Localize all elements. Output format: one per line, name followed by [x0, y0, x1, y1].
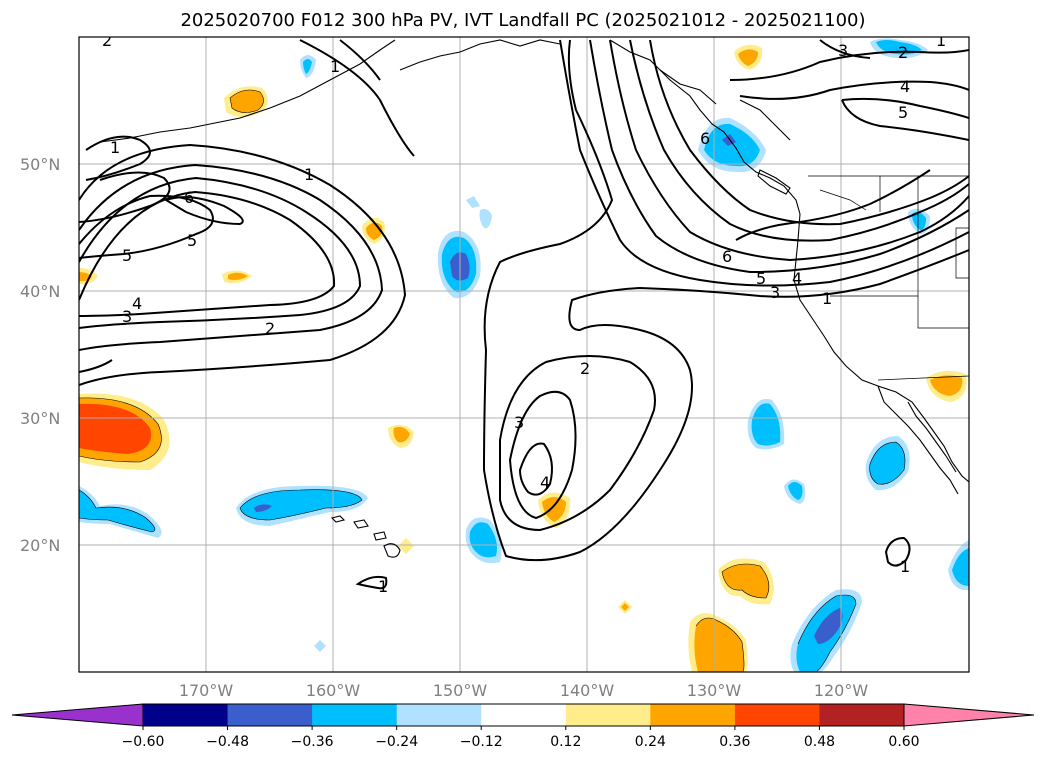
colorbar-tick-label: 0.36 [719, 734, 750, 750]
contour-label: 1 [822, 289, 832, 308]
colorbar-tick-label: 0.12 [550, 734, 581, 750]
lon-tick-label: 150°W [433, 681, 488, 700]
positive-anomaly [621, 603, 629, 611]
negative-anomaly [814, 608, 843, 644]
lon-tick-label: 170°W [179, 681, 234, 700]
positive-anomaly [738, 49, 758, 66]
colorbar-tick-label: 0.24 [635, 734, 666, 750]
negative-anomaly [303, 59, 312, 74]
lon-tick-label: 160°W [306, 681, 361, 700]
contour-label: 2 [898, 43, 908, 62]
political-borders [808, 175, 969, 381]
colorbar-tick-label: −0.48 [206, 734, 249, 750]
colorbar-tick-label: −0.60 [122, 734, 165, 750]
contour-label: 1 [378, 577, 388, 596]
contour-label: 1 [110, 138, 120, 157]
negative-anomaly [788, 482, 803, 500]
contour-label: 5 [756, 269, 766, 288]
negative-anomaly [254, 504, 272, 512]
contour-label: 1 [936, 31, 946, 50]
contour-label: 1 [304, 165, 314, 184]
colorbar-segment [565, 704, 651, 726]
contour-label: 6 [700, 129, 710, 148]
contour-label: 2 [265, 319, 275, 338]
contour-label: 4 [900, 77, 910, 96]
contour-label: 3 [838, 41, 848, 60]
negative-anomaly [314, 640, 326, 652]
colorbar-segment [143, 704, 229, 726]
contour-label: 5 [898, 103, 908, 122]
negative-anomaly [466, 196, 480, 208]
colorbar-segment [481, 704, 567, 726]
positive-anomaly [930, 375, 963, 396]
contour-label: 6 [722, 247, 732, 266]
colorbar: −0.60 −0.48 −0.36 −0.24 −0.12 0.12 0.24 0.36 0.4… [11, 703, 1035, 750]
contour-label: 1 [900, 557, 910, 576]
positive-anomaly [722, 564, 769, 598]
colorbar-segment [227, 704, 313, 726]
pv-contours [79, 39, 969, 590]
contour-label: 4 [132, 294, 142, 313]
contour-label: 6 [184, 188, 194, 207]
negative-anomaly [240, 489, 362, 520]
negative-anomaly [952, 548, 969, 586]
lat-tick-label: 20°N [20, 536, 60, 555]
contour-label: 3 [770, 283, 780, 302]
negative-anomaly [912, 211, 926, 230]
plot-title: 2025020700 F012 300 hPa PV, IVT Landfall… [180, 10, 865, 31]
positive-anomaly [398, 538, 414, 554]
negative-anomaly [79, 490, 155, 532]
negative-anomaly [704, 123, 760, 167]
contour-label: 4 [792, 269, 802, 288]
positive-anomaly [230, 90, 264, 113]
negative-anomaly [469, 522, 497, 558]
negative-anomaly [751, 403, 781, 446]
colorbar-segment [396, 704, 482, 726]
colorbar-ticks: −0.60 −0.48 −0.36 −0.24 −0.12 0.12 0.24 0.36 0.4… [122, 726, 920, 750]
lon-tick-label: 120°W [814, 681, 869, 700]
lat-axis-labels: 50°N 40°N 30°N 20°N [20, 155, 60, 555]
anomaly-outlines [79, 89, 906, 672]
negative-anomaly [479, 208, 492, 229]
contour-label: 3 [514, 413, 524, 432]
map-background [79, 37, 969, 672]
contour-label: 2 [102, 31, 112, 50]
contour-labels: 2 1 1 1 6 5 5 4 3 2 2 3 4 6 6 5 4 3 1 3 [102, 31, 946, 596]
colorbar-segment [819, 704, 905, 726]
colorbar-tick-label: 0.60 [888, 734, 919, 750]
contour-label: 1 [330, 57, 340, 76]
positive-anomaly [694, 618, 744, 672]
contour-label: 2 [580, 359, 590, 378]
negative-anomaly [869, 442, 905, 485]
filled-anomalies [79, 38, 969, 672]
colorbar-extend-max [903, 703, 1035, 727]
colorbar-tick-label: 0.48 [804, 734, 835, 750]
colorbar-frame [142, 703, 905, 727]
lat-tick-label: 40°N [20, 282, 60, 301]
colorbar-segment [312, 704, 398, 726]
contour-label: 4 [540, 473, 550, 492]
lon-axis-labels: 170°W 160°W 150°W 140°W 130°W 120°W [179, 681, 869, 700]
lat-tick-label: 30°N [20, 409, 60, 428]
colorbar-segments [11, 703, 1035, 727]
lon-tick-label: 130°W [687, 681, 742, 700]
positive-anomaly [542, 497, 566, 522]
colorbar-extend-min [11, 703, 144, 727]
contour-label: 5 [122, 246, 132, 265]
contour-label: 5 [187, 231, 197, 250]
lat-tick-label: 50°N [20, 155, 60, 174]
contour-label: 3 [122, 307, 132, 326]
map-panel: 2 1 1 1 6 5 5 4 3 2 2 3 4 6 6 5 4 3 1 3 [78, 31, 970, 673]
colorbar-segment [650, 704, 736, 726]
positive-anomaly [79, 403, 152, 454]
colorbar-tick-label: −0.36 [291, 734, 334, 750]
positive-anomaly [228, 272, 248, 280]
map-frame [78, 36, 970, 673]
colorbar-tick-label: −0.24 [375, 734, 418, 750]
lon-tick-label: 140°W [560, 681, 615, 700]
colorbar-segment [734, 704, 820, 726]
positive-anomaly [393, 426, 410, 443]
colorbar-tick-label: −0.12 [460, 734, 503, 750]
